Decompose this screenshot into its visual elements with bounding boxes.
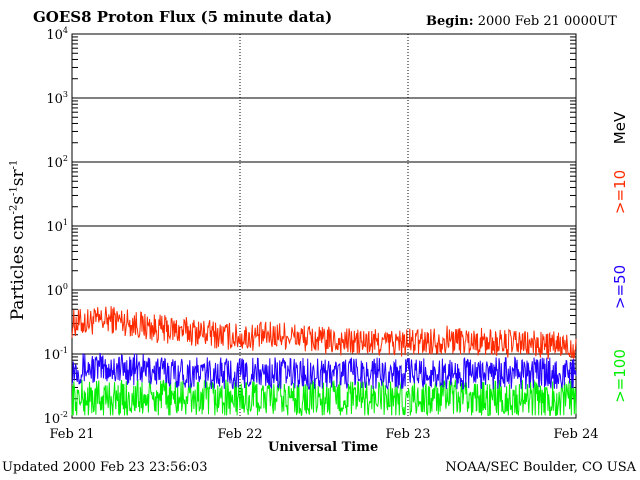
updated-timestamp: Updated 2000 Feb 23 23:56:03 bbox=[2, 460, 208, 475]
begin-label: Begin: bbox=[426, 14, 474, 29]
legend-unit-label: MeV bbox=[611, 111, 629, 145]
legend-series-50: >=50 bbox=[611, 264, 629, 310]
y-tick-label: 101 bbox=[46, 218, 68, 235]
y-tick-label: 102 bbox=[46, 154, 68, 171]
y-axis-label: Particles cm-2s-1sr-1 bbox=[8, 159, 28, 321]
series-line-s10 bbox=[71, 306, 577, 360]
y-tick-label: 104 bbox=[46, 26, 68, 43]
chart-title: GOES8 Proton Flux (5 minute data) bbox=[33, 8, 333, 26]
x-tick-label: Feb 21 bbox=[50, 427, 95, 442]
legend-series-100: >=100 bbox=[611, 349, 629, 403]
x-tick-label: Feb 22 bbox=[218, 427, 263, 442]
y-tick-label: 100 bbox=[46, 282, 68, 299]
series-line-s50 bbox=[71, 352, 577, 391]
y-tick-label: 103 bbox=[46, 90, 68, 107]
source-credit: NOAA/SEC Boulder, CO USA bbox=[445, 460, 636, 475]
series-line-s100 bbox=[71, 378, 577, 417]
legend-series-10: >=10 bbox=[611, 169, 629, 215]
x-tick-label: Feb 23 bbox=[386, 427, 431, 442]
begin-time: Begin: 2000 Feb 21 0000UT bbox=[426, 14, 617, 29]
x-axis-label: Universal Time bbox=[268, 440, 379, 455]
x-tick-label: Feb 24 bbox=[554, 427, 599, 442]
y-tick-label: 10-1 bbox=[44, 346, 68, 363]
y-tick-label: 10-2 bbox=[44, 410, 68, 427]
begin-value: 2000 Feb 21 0000UT bbox=[477, 14, 617, 29]
